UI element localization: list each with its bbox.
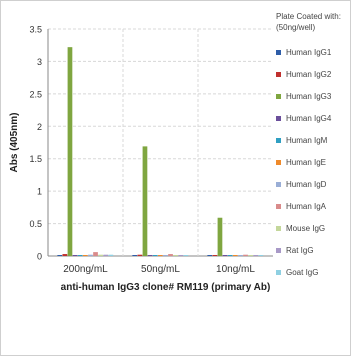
bar bbox=[77, 255, 83, 256]
legend-label: Rat IgG bbox=[286, 245, 314, 255]
legend-item: Human IgE bbox=[276, 151, 350, 173]
bar bbox=[207, 255, 213, 256]
legend-title-line-2: (50ng/well) bbox=[276, 23, 316, 32]
legend-item: Human IgG4 bbox=[276, 107, 350, 129]
y-tick-label: 3.5 bbox=[29, 25, 42, 35]
legend-label: Human IgG2 bbox=[286, 69, 332, 79]
legend-item: Rat IgG bbox=[276, 239, 350, 261]
bar bbox=[258, 255, 264, 256]
bar bbox=[137, 254, 143, 256]
legend-label: Human IgG4 bbox=[286, 113, 332, 123]
legend-item: Human IgA bbox=[276, 195, 350, 217]
legend-swatch bbox=[276, 159, 281, 165]
x-axis-label: anti-human IgG3 clone# RM119 (primary Ab… bbox=[61, 282, 271, 293]
bar bbox=[178, 255, 184, 256]
y-tick-label: 1.5 bbox=[29, 154, 42, 164]
bar bbox=[147, 255, 153, 256]
legend-item: Goat IgG bbox=[276, 261, 350, 283]
y-tick-label: 0 bbox=[37, 252, 42, 262]
legend-item: Human IgD bbox=[276, 173, 350, 195]
bar bbox=[243, 254, 248, 256]
legend-swatch bbox=[276, 71, 281, 77]
bar bbox=[72, 255, 78, 256]
bar bbox=[248, 255, 253, 256]
bar bbox=[88, 254, 93, 256]
bar bbox=[57, 255, 63, 256]
bar bbox=[93, 252, 98, 256]
x-tick-label: 10ng/mL bbox=[216, 264, 255, 275]
legend: Plate Coated with: (50ng/well) Human IgG… bbox=[276, 11, 350, 283]
bar bbox=[62, 254, 68, 256]
legend-item: Human IgG2 bbox=[276, 63, 350, 85]
legend-item: Mouse IgG bbox=[276, 217, 350, 239]
legend-item: Human IgG3 bbox=[276, 85, 350, 107]
bar bbox=[173, 255, 178, 256]
bar bbox=[217, 217, 223, 256]
legend-label: Human IgM bbox=[286, 135, 328, 145]
bar bbox=[132, 255, 138, 256]
bar bbox=[157, 255, 163, 256]
bar bbox=[227, 255, 233, 256]
bar bbox=[98, 254, 103, 256]
bar bbox=[238, 255, 243, 256]
legend-swatch bbox=[276, 225, 281, 231]
legend-item: Human IgM bbox=[276, 129, 350, 151]
bar bbox=[67, 47, 73, 256]
legend-item: Human IgG1 bbox=[276, 41, 350, 63]
legend-title: Plate Coated with: (50ng/well) bbox=[276, 11, 350, 33]
legend-title-line-1: Plate Coated with: bbox=[276, 12, 341, 21]
bar bbox=[82, 255, 88, 256]
legend-swatch bbox=[276, 203, 281, 209]
legend-swatch bbox=[276, 247, 281, 253]
bar bbox=[183, 255, 189, 256]
bar bbox=[253, 255, 259, 256]
x-tick-label: 50ng/mL bbox=[141, 264, 180, 275]
legend-swatch bbox=[276, 269, 281, 275]
bar bbox=[142, 146, 148, 256]
bar bbox=[163, 255, 168, 256]
bar bbox=[222, 255, 228, 256]
bar bbox=[232, 255, 238, 256]
legend-label: Human IgG3 bbox=[286, 91, 332, 101]
legend-swatch bbox=[276, 115, 281, 121]
y-tick-label: 2.5 bbox=[29, 89, 42, 99]
legend-swatch bbox=[276, 181, 281, 187]
y-tick-label: 1 bbox=[37, 187, 42, 197]
y-axis-label: Abs (405nm) bbox=[9, 112, 20, 172]
y-tick-label: 2 bbox=[37, 122, 42, 132]
legend-label: Human IgD bbox=[286, 179, 327, 189]
legend-label: Human IgA bbox=[286, 201, 327, 211]
legend-label: Mouse IgG bbox=[286, 223, 326, 233]
bar bbox=[168, 254, 173, 256]
legend-swatch bbox=[276, 93, 281, 99]
bar bbox=[108, 254, 114, 256]
legend-label: Human IgE bbox=[286, 157, 327, 167]
bar bbox=[212, 255, 218, 256]
x-tick-label: 200ng/mL bbox=[63, 264, 108, 275]
legend-swatch bbox=[276, 137, 281, 143]
bar bbox=[152, 255, 158, 256]
y-tick-label: 0.5 bbox=[29, 219, 42, 229]
legend-label: Human IgG1 bbox=[286, 47, 332, 57]
legend-label: Goat IgG bbox=[286, 267, 319, 277]
legend-swatch bbox=[276, 49, 281, 55]
y-tick-label: 3 bbox=[37, 57, 42, 67]
bar bbox=[103, 254, 109, 256]
